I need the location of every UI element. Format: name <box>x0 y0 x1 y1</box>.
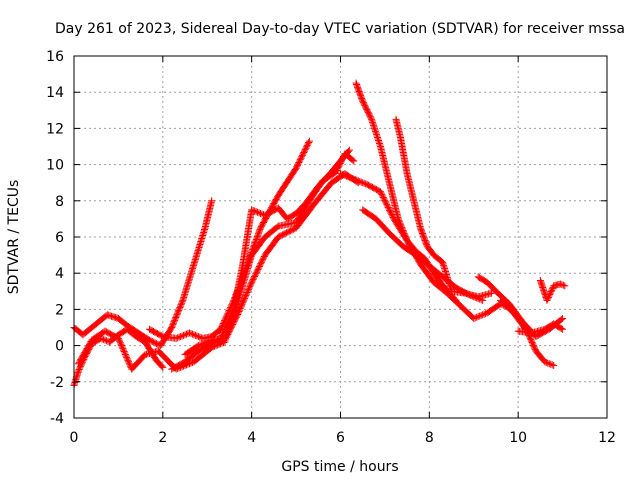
y-tick-label: 4 <box>55 266 64 282</box>
chart-background <box>0 0 640 480</box>
y-tick-label: -2 <box>50 375 64 391</box>
x-tick-label: 0 <box>70 430 79 446</box>
y-tick-label: 10 <box>46 158 64 174</box>
y-tick-label: 6 <box>55 230 64 246</box>
x-tick-label: 10 <box>509 430 527 446</box>
x-tick-label: 12 <box>598 430 616 446</box>
x-tick-label: 6 <box>336 430 345 446</box>
y-tick-label: -4 <box>50 411 64 427</box>
chart: 0 2 4 6 8 10 12 -4 -2 0 2 4 6 8 10 12 14 16 Day 261 of 20… <box>0 0 640 480</box>
chart-title: Day 261 of 2023, Sidereal Day-to-day VTE… <box>55 21 625 37</box>
y-tick-label: 0 <box>55 339 64 355</box>
y-tick-label: 16 <box>46 49 64 65</box>
x-axis-label: GPS time / hours <box>281 459 398 475</box>
y-axis-label: SDTVAR / TECUs <box>6 180 22 295</box>
y-tick-label: 12 <box>46 121 64 137</box>
y-tick-label: 2 <box>55 302 64 318</box>
y-tick-label: 8 <box>55 194 64 210</box>
y-tick-label: 14 <box>46 85 64 101</box>
x-tick-label: 8 <box>425 430 434 446</box>
x-tick-label: 2 <box>158 430 167 446</box>
x-tick-label: 4 <box>247 430 256 446</box>
